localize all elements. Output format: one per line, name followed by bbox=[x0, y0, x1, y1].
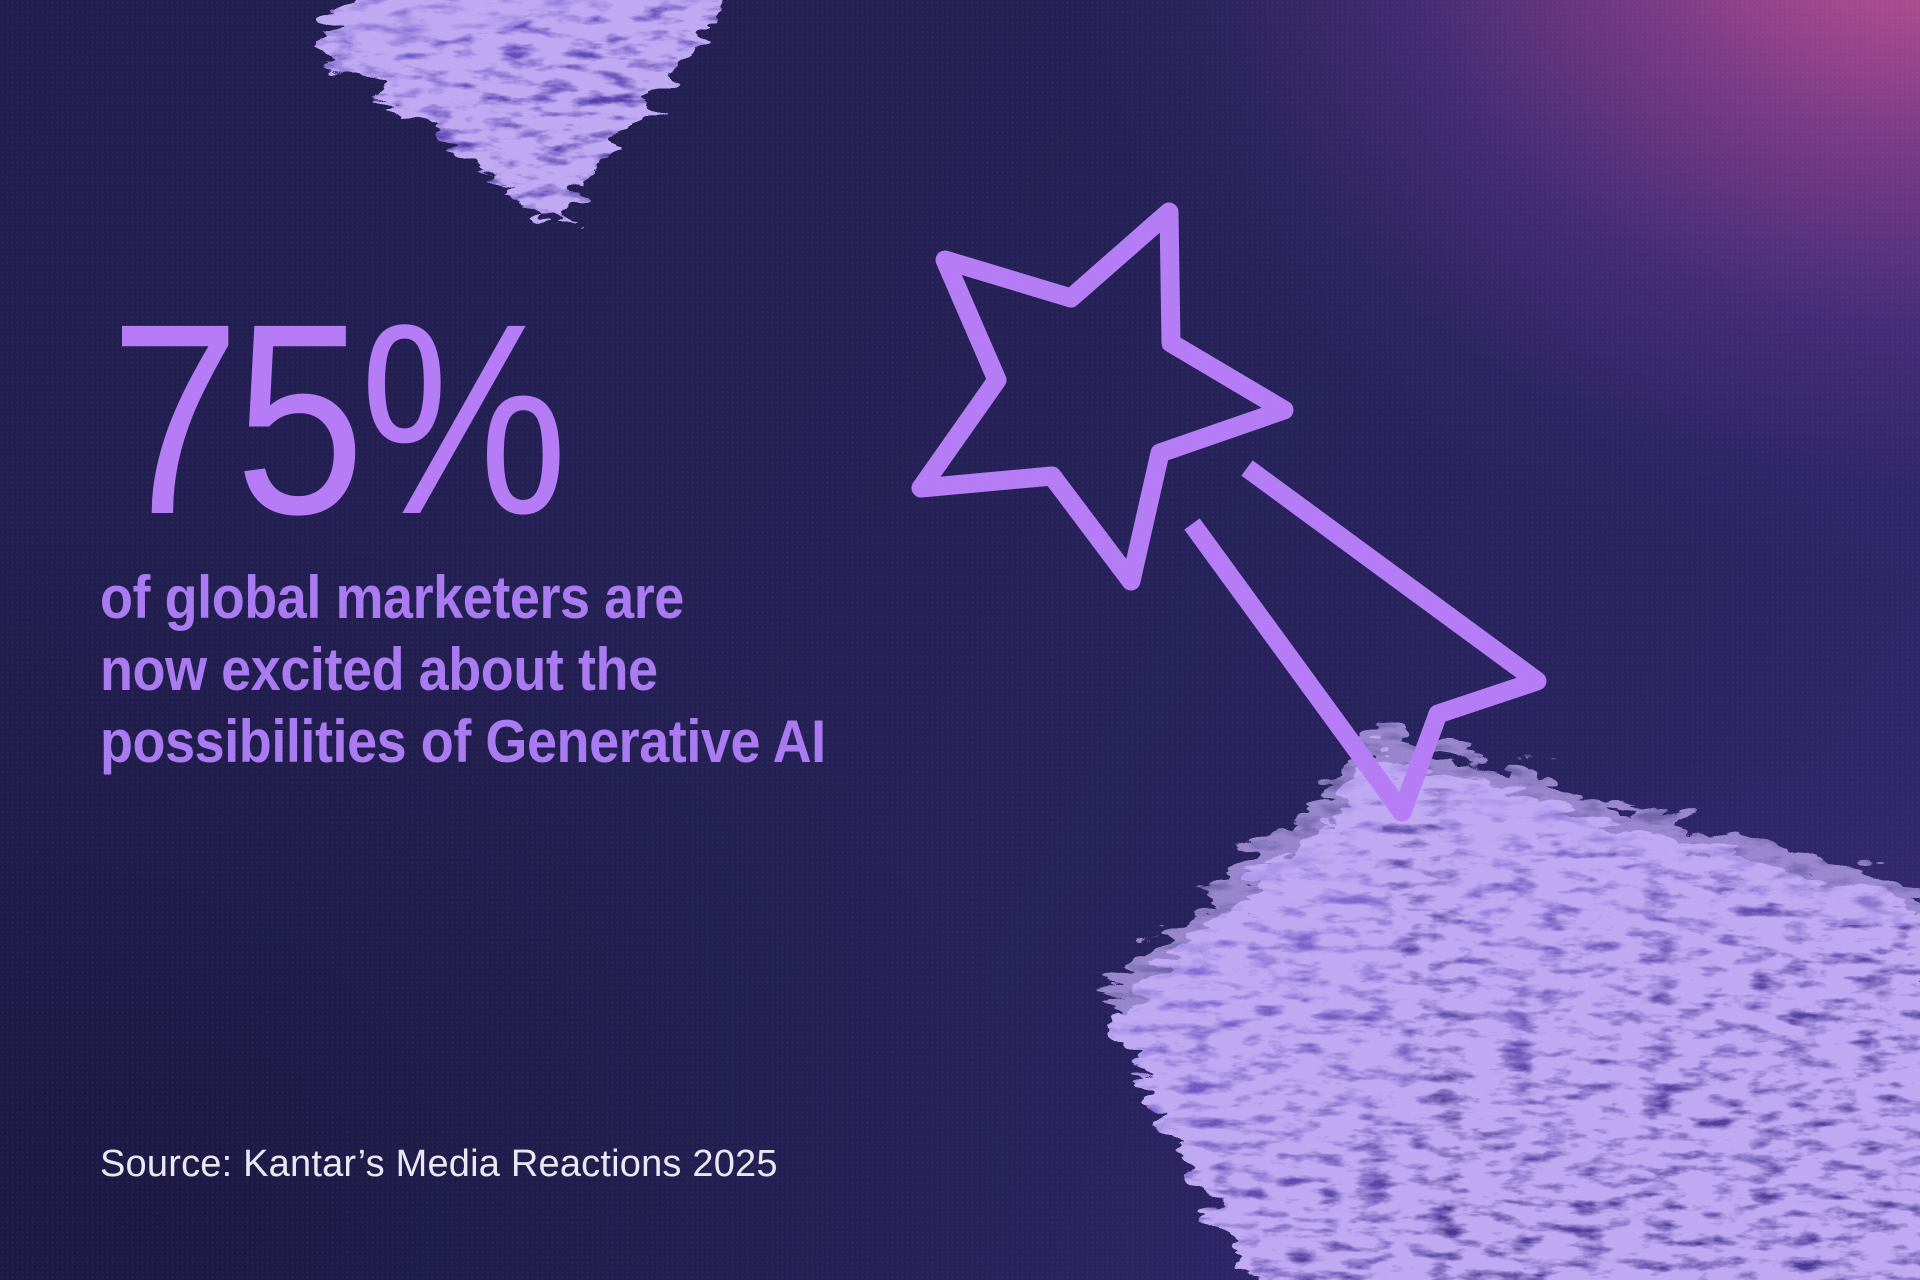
stat-description-line-3: possibilities of Generative AI bbox=[100, 708, 826, 775]
fuzzy-cube-shape bbox=[1088, 720, 1920, 1280]
stat-description-line-2: now excited about the bbox=[100, 636, 658, 703]
shooting-star-icon bbox=[911, 202, 1547, 822]
star-outline bbox=[911, 202, 1294, 591]
source-attribution: Source: Kantar’s Media Reactions 2025 bbox=[100, 1143, 778, 1185]
stat-value: 75% bbox=[110, 267, 568, 571]
stat-description: of global marketers are now excited abou… bbox=[100, 562, 826, 778]
stat-description-line-1: of global marketers are bbox=[100, 564, 684, 631]
star-tail bbox=[1184, 460, 1547, 822]
fuzzy-triangle-shape bbox=[299, 0, 708, 215]
